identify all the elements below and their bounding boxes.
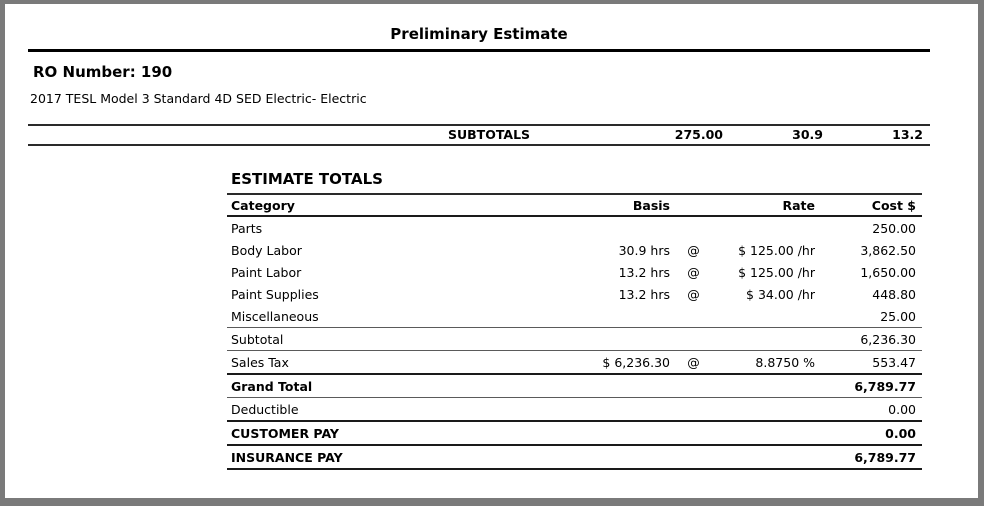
- table-header-row: Category Basis Rate Cost $: [227, 193, 922, 217]
- row-cost: 0.00: [888, 401, 916, 417]
- row-at-sign: @: [687, 286, 700, 302]
- row-cost: 448.80: [872, 286, 916, 302]
- row-category: Miscellaneous: [231, 308, 319, 324]
- row-rate: $ 125.00 /hr: [738, 264, 815, 280]
- table-row-sales-tax: Sales Tax $ 6,236.30 @ 8.8750 % 553.47: [227, 350, 922, 373]
- title-rule: [28, 49, 930, 52]
- header-category: Category: [231, 197, 295, 213]
- row-rate: $ 34.00 /hr: [746, 286, 815, 302]
- header-cost: Cost $: [871, 197, 916, 213]
- row-basis: 13.2 hrs: [618, 264, 670, 280]
- row-cost: 0.00: [885, 425, 916, 441]
- row-category: Subtotal: [231, 331, 284, 347]
- row-category: Deductible: [231, 401, 299, 417]
- header-basis: Basis: [632, 197, 670, 213]
- header-rate: Rate: [782, 197, 815, 213]
- table-row-body-labor: Body Labor 30.9 hrs @ $ 125.00 /hr 3,862…: [227, 239, 922, 261]
- row-category: Parts: [231, 220, 263, 236]
- row-cost: 6,789.77: [854, 378, 916, 394]
- estimate-totals-table: Category Basis Rate Cost $ Parts 250.00 …: [227, 193, 922, 470]
- row-at-sign: @: [687, 354, 700, 370]
- row-cost: 1,650.00: [860, 264, 916, 280]
- row-category: Body Labor: [231, 242, 302, 258]
- table-row-parts: Parts 250.00: [227, 217, 922, 239]
- row-rate: $ 125.00 /hr: [738, 242, 815, 258]
- subtotals-value-amount: 275.00: [674, 127, 723, 142]
- vehicle-description: 2017 TESL Model 3 Standard 4D SED Electr…: [30, 91, 367, 106]
- table-row-paint-supplies: Paint Supplies 13.2 hrs @ $ 34.00 /hr 44…: [227, 283, 922, 305]
- row-category: Sales Tax: [231, 354, 289, 370]
- row-category: CUSTOMER PAY: [231, 425, 339, 441]
- row-basis: 13.2 hrs: [618, 286, 670, 302]
- estimate-totals-section: ESTIMATE TOTALS Category Basis Rate Cost…: [227, 171, 922, 470]
- subtotals-label: SUBTOTALS: [448, 127, 531, 142]
- row-category: Paint Supplies: [231, 286, 319, 302]
- row-cost: 25.00: [880, 308, 916, 324]
- row-cost: 250.00: [872, 220, 916, 236]
- table-row-subtotal: Subtotal 6,236.30: [227, 327, 922, 350]
- subtotals-value-paint-hours: 13.2: [892, 127, 923, 142]
- row-cost: 6,236.30: [860, 331, 916, 347]
- row-cost: 6,789.77: [854, 449, 916, 465]
- row-category: Grand Total: [231, 378, 313, 394]
- table-row-grand-total: Grand Total 6,789.77: [227, 373, 922, 397]
- row-cost: 3,862.50: [860, 242, 916, 258]
- table-row-insurance-pay: INSURANCE PAY 6,789.77: [227, 444, 922, 470]
- document-sheet: Preliminary Estimate RO Number: 190 2017…: [28, 26, 930, 470]
- row-category: INSURANCE PAY: [231, 449, 343, 465]
- subtotals-value-body-hours: 30.9: [792, 127, 823, 142]
- row-at-sign: @: [687, 264, 700, 280]
- row-cost: 553.47: [872, 354, 916, 370]
- row-rate: 8.8750 %: [755, 354, 815, 370]
- table-row-customer-pay: CUSTOMER PAY 0.00: [227, 420, 922, 444]
- subtotals-row: SUBTOTALS 275.00 30.9 13.2: [28, 124, 930, 146]
- row-at-sign: @: [687, 242, 700, 258]
- page-title: Preliminary Estimate: [390, 25, 568, 43]
- row-basis: $ 6,236.30: [602, 354, 670, 370]
- estimate-totals-heading: ESTIMATE TOTALS: [231, 170, 383, 188]
- row-basis: 30.9 hrs: [618, 242, 670, 258]
- ro-number: RO Number: 190: [33, 63, 173, 81]
- table-row-deductible: Deductible 0.00: [227, 397, 922, 420]
- table-row-miscellaneous: Miscellaneous 25.00: [227, 305, 922, 327]
- row-category: Paint Labor: [231, 264, 302, 280]
- table-row-paint-labor: Paint Labor 13.2 hrs @ $ 125.00 /hr 1,65…: [227, 261, 922, 283]
